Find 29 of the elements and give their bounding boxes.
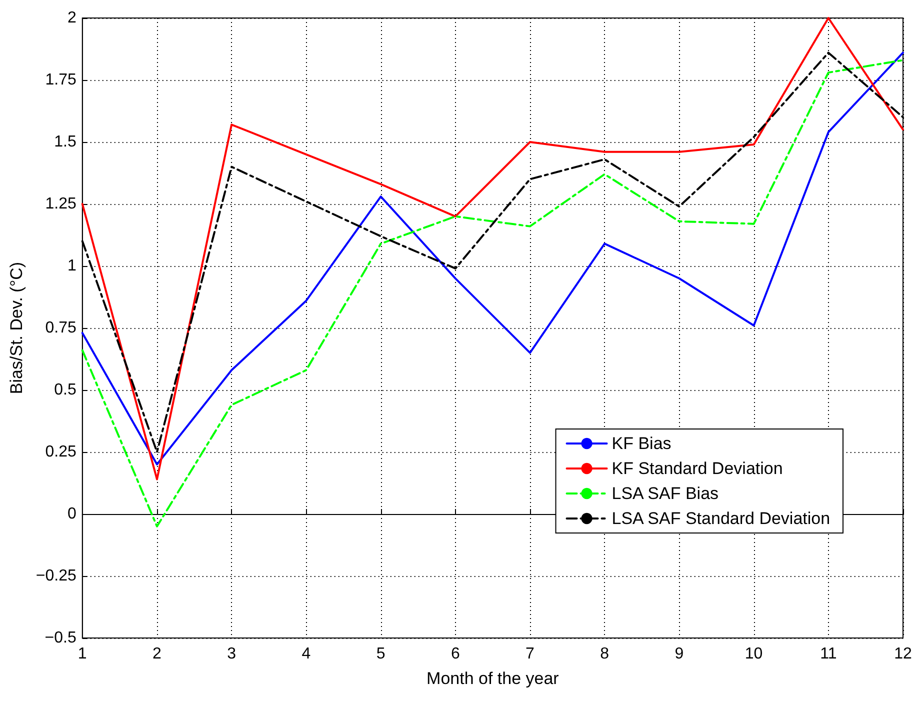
x-tick-label: 10 <box>744 646 763 662</box>
x-tick-label: 4 <box>302 646 311 662</box>
y-tick-label: 0.25 <box>45 444 76 460</box>
y-tick-label: 1 <box>67 258 76 274</box>
x-tick-label: 8 <box>600 646 610 662</box>
legend-label: LSA SAF Bias <box>612 484 719 503</box>
x-tick-label: 12 <box>894 646 912 662</box>
y-tick-label: 0.5 <box>54 382 76 398</box>
x-tick-label: 5 <box>376 646 386 662</box>
y-tick-label: 0 <box>67 506 76 522</box>
x-tick-label: 1 <box>78 646 87 662</box>
y-tick-label: 1.75 <box>45 72 76 88</box>
x-tick-label: 2 <box>152 646 162 662</box>
x-tick-label: 6 <box>450 646 460 662</box>
legend-label: LSA SAF Standard Deviation <box>612 509 830 528</box>
legend-label: KF Bias <box>612 434 672 453</box>
y-tick-label: 1.5 <box>54 134 76 150</box>
y-tick-label: 0.75 <box>45 320 76 336</box>
x-tick-label: 9 <box>674 646 684 662</box>
y-tick-label: −0.5 <box>44 630 76 646</box>
y-tick-label: 2 <box>67 10 76 26</box>
x-axis-title: Month of the year <box>426 669 560 688</box>
x-tick-label: 11 <box>820 646 837 662</box>
x-tick-label: 3 <box>227 646 236 662</box>
y-tick-label: −0.25 <box>36 568 76 584</box>
x-tick-label: 7 <box>526 646 535 662</box>
y-axis-title: Bias/St. Dev. (°C) <box>7 262 26 394</box>
legend-label: KF Standard Deviation <box>612 459 783 478</box>
y-tick-label: 1.25 <box>45 196 76 212</box>
